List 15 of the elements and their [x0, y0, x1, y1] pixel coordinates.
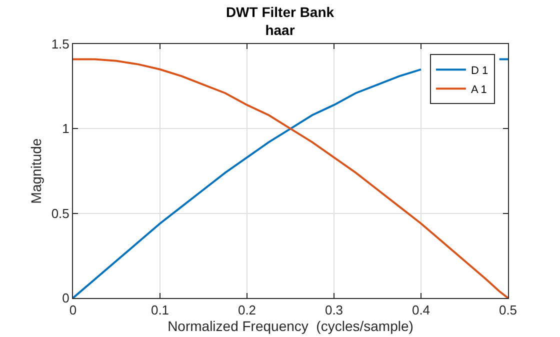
y-tick-label: 0.5 — [51, 206, 70, 221]
x-tick-label: 0.3 — [324, 302, 344, 318]
x-tick-label: 0.2 — [238, 302, 256, 318]
x-axis-title: Normalized Frequency (cycles/sample) — [168, 318, 414, 334]
legend-label: A 1 — [470, 84, 487, 96]
legend-label: D 1 — [470, 64, 488, 77]
y-tick-label: 1.5 — [51, 36, 70, 52]
y-tick-label: 0 — [62, 290, 70, 306]
x-tick-label: 0.1 — [150, 302, 170, 318]
y-tick-label: 1 — [62, 121, 70, 136]
x-tick-label: 0.5 — [498, 302, 518, 318]
y-axis-title: Magnitude — [28, 138, 44, 204]
x-tick-label: 0.4 — [412, 302, 430, 318]
chart-subtitle: haar — [265, 22, 296, 38]
chart-title: DWT Filter Bank — [226, 4, 334, 20]
